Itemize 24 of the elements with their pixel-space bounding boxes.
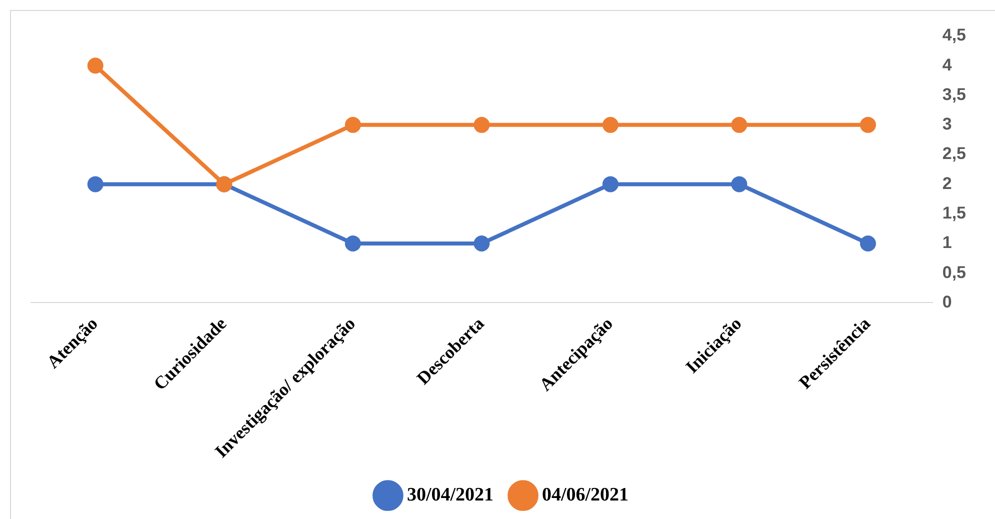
y-tick-label: 4 [942,55,952,74]
point [87,58,104,74]
y-tick-label: 3,5 [942,84,966,104]
legend-label: 04/06/2021 [542,484,629,506]
point [344,116,361,133]
y-tick-label: 0,5 [942,262,966,282]
y-tick-label: 1 [942,233,952,252]
point [474,116,490,133]
point [474,235,490,252]
y-tick-label: 2,5 [942,144,966,164]
point [87,176,104,192]
y-tick-label: 2 [942,174,952,193]
point [731,176,748,192]
point [602,116,618,133]
y-tick-label: 3 [942,114,952,134]
point [602,176,618,192]
point [860,116,876,133]
point [860,235,876,252]
y-tick-label: 0 [942,292,952,312]
y-tick-label: 1,5 [942,204,966,223]
point [344,235,361,252]
y-tick-label: 4,5 [942,26,966,45]
legend-label: 30/04/2021 [406,484,494,506]
point [731,116,748,133]
